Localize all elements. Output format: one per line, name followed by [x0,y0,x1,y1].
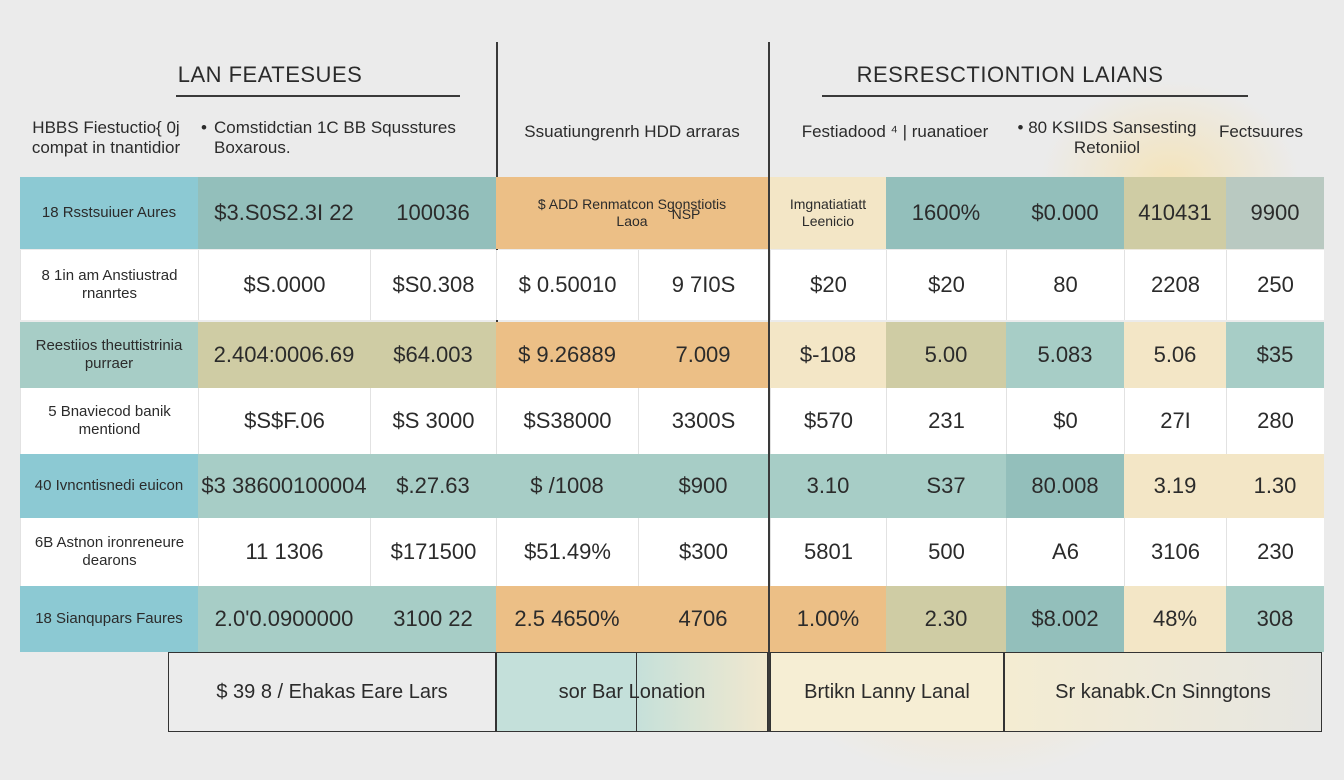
table-cell: $.27.63 [370,454,496,518]
table-cell: $3 38600100004 [198,454,370,518]
separator-right [768,42,770,732]
left-bullet-1: • [201,118,207,137]
footer-right-1[interactable]: Brtikn Lanny Lanal [770,652,1004,732]
table-cell: 230 [1226,518,1324,586]
table-cell: $900 [638,454,768,518]
row-label: 40 Ivncntisnedi euicon [20,454,198,518]
table-cell: 27I [1124,388,1226,454]
table-cell: 5.06 [1124,322,1226,388]
table-cell: $S$F.06 [198,388,370,454]
table-header-cell: 410431 [1124,177,1226,249]
table-header-cell: 9900 [1226,177,1324,249]
table-cell: 2.404:0006.69 [198,322,370,388]
left-title: LAN FEATESUES [177,62,363,87]
table-cell: $64.003 [370,322,496,388]
table-cell: $20 [770,250,886,320]
table-cell: 3.19 [1124,454,1226,518]
table-cell: $S 3000 [370,388,496,454]
footer-divider [636,652,637,732]
table-cell: 500 [886,518,1006,586]
table-cell: S37 [886,454,1006,518]
table-header-cell: $0.000 [1006,177,1124,249]
row-label: 18 Sianqupars Faures [20,586,198,652]
table-cell: 2.30 [886,586,1006,652]
table-cell: $35 [1226,322,1324,388]
row-label: Reestiios theuttistrinia purraer [20,322,198,388]
table-cell: 250 [1226,250,1324,320]
left-sub-3: Ssuatiungrenrh HDD arraras [524,122,740,141]
table-cell: 1.30 [1226,454,1324,518]
table-cell: 3100 22 [370,586,496,652]
table-cell: $ 0.50010 [496,250,638,320]
footer-left-2[interactable]: sor Bar Lonation [496,652,768,732]
table-cell: 5801 [770,518,886,586]
table-cell: $-108 [770,322,886,388]
table-cell: $S0.308 [370,250,496,320]
right-sub-3: Fectsuures [1218,122,1304,141]
table-cell: 11 1306 [198,518,370,586]
table-cell: A6 [1006,518,1124,586]
table-cell: $570 [770,388,886,454]
footer-right-2[interactable]: Sr kanabk.Cn Sinngtons [1004,652,1322,732]
table-cell: $ 9.26889 [496,322,638,388]
table-cell: $0 [1006,388,1124,454]
table-cell: 80.008 [1006,454,1124,518]
row-label: 6B Astnon ironreneure dearons [20,518,198,586]
table-header-cell: $ ADD Renmatcon Sgonstiotis Laoa [496,177,768,249]
table-header-note: NSP [671,205,701,222]
table-cell: $S.0000 [198,250,370,320]
left-sub-2: Comstidctian 1C BB Squsstures Boxarous. [214,118,456,157]
table-cell: 3300S [638,388,768,454]
table-cell: 2.5 4650% [496,586,638,652]
table-header-cell: Imgnatiatiatt Leenicio [770,177,886,249]
right-title-underline [822,95,1248,97]
table-cell: $8.002 [1006,586,1124,652]
table-header-label: 18 Rsstsuiuer Aures [20,177,198,249]
table-cell: 5.00 [886,322,1006,388]
row-label: 8 1in am Anstiustrad rnanrtes [20,250,198,320]
row-label: 5 Bnaviecod banik mentiond [20,388,198,454]
table-cell: $51.49% [496,518,638,586]
left-title-underline [176,95,460,97]
right-title: RESRESCTIONTION LAIANS [856,62,1164,87]
table-cell: 80 [1006,250,1124,320]
table-cell: 3.10 [770,454,886,518]
table-header-cell: $3.S0S2.3I 22 [198,177,370,249]
table-cell: 308 [1226,586,1324,652]
left-sub-1: HBBS Fiestuctio{ 0j compat in tnantidior [31,118,181,157]
table-header-cell: 1600% [886,177,1006,249]
table-cell: 5.083 [1006,322,1124,388]
table-cell: $S38000 [496,388,638,454]
table-cell: 7.009 [638,322,768,388]
right-sub-2: • 80 KSIIDS Sansesting Retoniiol [1017,118,1197,157]
table-cell: 2208 [1124,250,1226,320]
table-cell: $300 [638,518,768,586]
table-cell: $171500 [370,518,496,586]
table-cell: $20 [886,250,1006,320]
table-header-cell: 100036 [370,177,496,249]
table-cell: 9 7I0S [638,250,768,320]
table-cell: 280 [1226,388,1324,454]
table-cell: 1.00% [770,586,886,652]
table-cell: 2.0'0.0900000 [198,586,370,652]
table-cell: 4706 [638,586,768,652]
table-cell: 3106 [1124,518,1226,586]
right-sub-1: Festiadood ⁴ | ruanatioer [801,122,989,141]
table-cell: $ /1008 [496,454,638,518]
footer-left-1[interactable]: $ 39 8 / Ehakas Eare Lars [168,652,496,732]
table-cell: 231 [886,388,1006,454]
table-cell: 48% [1124,586,1226,652]
